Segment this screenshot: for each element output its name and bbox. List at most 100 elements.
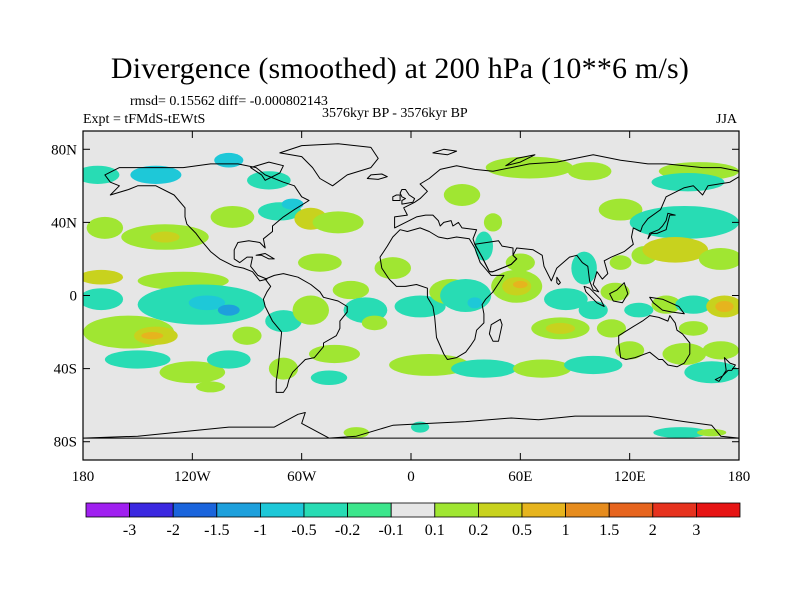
coastline-south-america [262, 273, 348, 393]
coastline-iceland [366, 173, 388, 180]
coastline-sri-lanka [556, 276, 561, 285]
coastline-british-isles [399, 189, 416, 205]
coastline-cuba [255, 253, 275, 260]
colorbar-label: -0.5 [291, 522, 316, 539]
contour-region [247, 171, 291, 190]
contour-region [474, 231, 493, 261]
colorbar-swatch [652, 502, 697, 518]
colorbar-label: 1.5 [599, 522, 619, 539]
coastline-japan [647, 212, 676, 240]
coastline-africa [379, 227, 505, 360]
contour-region [308, 344, 360, 364]
colorbar-swatch [477, 502, 523, 518]
colorbar-label: -0.2 [335, 522, 360, 539]
contour-region [629, 205, 739, 239]
contour-region [483, 213, 503, 232]
contour-region [310, 370, 348, 386]
coastline-antarctica [83, 412, 739, 439]
contour-region [343, 427, 370, 439]
contour-region [150, 231, 180, 243]
contour-region [697, 428, 727, 437]
coastline-arabia [474, 240, 518, 273]
contour-region [513, 359, 572, 378]
contour-region [312, 211, 364, 234]
contour-region [217, 304, 240, 316]
contour-region [268, 357, 299, 380]
coastline-greenland [279, 143, 379, 187]
contour-region [292, 295, 329, 325]
colorbar-swatch [85, 502, 130, 518]
contour-region [662, 343, 707, 365]
y-tick-label: 40S [54, 362, 77, 378]
colorbar-label: -3 [123, 522, 136, 539]
colorbar-swatch [608, 502, 654, 518]
coastline-layer [83, 143, 739, 439]
contour-region [374, 257, 411, 280]
coastline-new-zealand [714, 357, 736, 382]
contour-region [571, 251, 597, 285]
colorbar-swatch [696, 502, 741, 518]
x-tick-label: 0 [407, 469, 415, 485]
contour-region [206, 350, 251, 369]
contour-region [214, 152, 244, 168]
contour-region [624, 302, 654, 318]
contour-region [467, 297, 483, 309]
contour-region [651, 295, 681, 314]
colorbar-swatch [172, 502, 218, 518]
axis-ticks: 180 120W 60W 0 60E 120E 180 80N 40N 0 40S 80S [51, 131, 750, 485]
colorbar-label: -0.1 [379, 522, 404, 539]
contour-region [702, 341, 739, 360]
colorbar-swatch [129, 502, 174, 518]
coastline-australia [618, 315, 691, 368]
colorbar-swatch [347, 502, 392, 518]
colorbar-swatch [434, 502, 479, 518]
x-tick-label: 60E [508, 469, 532, 485]
colorbar-swatch [216, 502, 261, 518]
y-tick-label: 80S [54, 435, 77, 451]
contour-region [651, 173, 725, 192]
contour-fill-layer [83, 152, 739, 439]
contour-region [361, 315, 388, 331]
rmsd-text: rmsd= 0.15562 diff= -0.000802143 [130, 94, 328, 109]
x-tick-label: 60W [287, 469, 317, 485]
colorbar-label: 2 [649, 522, 657, 539]
contour-region [141, 332, 164, 340]
season-text: JJA [716, 112, 738, 127]
x-tick-label: 120E [614, 469, 646, 485]
contour-region [578, 300, 608, 320]
contour-region [332, 280, 370, 300]
colorbar-swatch [521, 502, 566, 518]
coastline-ireland [392, 194, 401, 201]
contour-region [615, 341, 645, 360]
x-tick-label: 120W [174, 469, 212, 485]
colorbar-label: 1 [562, 522, 570, 539]
coastline-svalbard [432, 148, 458, 156]
colorbar-label: 0.1 [425, 522, 445, 539]
contour-region [210, 205, 255, 228]
colorbar-swatch [259, 502, 305, 518]
x-tick-label: 180 [728, 469, 751, 485]
contour-region [83, 269, 124, 285]
contour-region [698, 247, 739, 270]
contour-region [642, 237, 709, 263]
contour-region [596, 319, 627, 338]
contour-region [83, 288, 124, 311]
contour-region [451, 359, 517, 378]
contour-region [600, 282, 630, 301]
contour-region [505, 253, 535, 272]
coastline-north-america [104, 163, 310, 282]
contour-region [86, 216, 124, 239]
coastline-madagascar [488, 318, 503, 342]
contour-region [715, 300, 734, 312]
contour-region [564, 355, 623, 375]
contour-region [394, 295, 446, 318]
y-tick-label: 0 [70, 289, 78, 305]
contour-region [265, 310, 302, 333]
y-tick-label: 80N [51, 142, 77, 158]
period-text: 3576kyr BP - 3576kyr BP [322, 106, 468, 121]
contour-region [609, 255, 632, 270]
coastline-borneo [609, 282, 629, 304]
contour-region [188, 295, 226, 311]
contour-region [159, 361, 226, 384]
colorbar-swatch [390, 502, 436, 518]
